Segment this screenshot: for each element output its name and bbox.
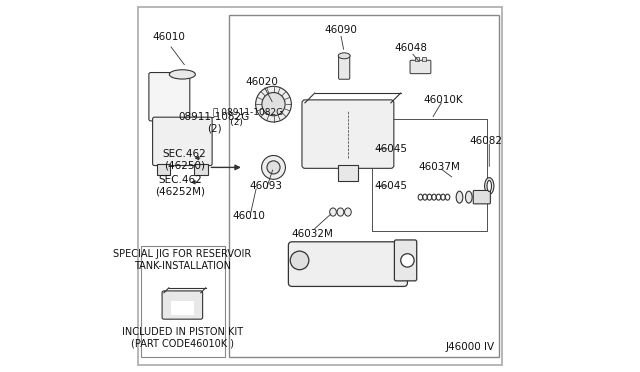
FancyBboxPatch shape [394,240,417,281]
Text: Ⓝ 08911-1082G
      (2): Ⓝ 08911-1082G (2) [213,108,284,127]
Circle shape [401,254,414,267]
Text: 46045: 46045 [374,144,407,154]
Ellipse shape [487,180,492,192]
Text: 46045: 46045 [374,181,407,191]
Ellipse shape [337,208,344,216]
Text: J46000 IV: J46000 IV [445,341,495,352]
Circle shape [262,155,285,179]
Ellipse shape [344,208,351,216]
Circle shape [267,161,280,174]
Bar [422,57,426,61]
Text: 46037M: 46037M [418,163,460,172]
Circle shape [262,93,285,116]
FancyBboxPatch shape [162,291,203,319]
Ellipse shape [170,70,195,79]
Bar [141,246,225,357]
Text: 46010: 46010 [153,32,186,42]
Bar [229,15,499,357]
Ellipse shape [465,191,472,203]
Circle shape [290,251,309,270]
Text: 46082: 46082 [469,137,502,146]
Bar [338,165,358,181]
Bar [415,57,419,61]
FancyBboxPatch shape [410,60,431,74]
FancyBboxPatch shape [289,242,408,286]
Ellipse shape [338,53,350,59]
Text: 46020: 46020 [246,77,279,87]
Text: 46010: 46010 [233,211,266,221]
Text: 46048: 46048 [395,44,428,53]
FancyBboxPatch shape [152,117,212,166]
Text: SEC.462
(46250): SEC.462 (46250) [163,149,206,171]
Text: 46032M: 46032M [292,230,333,239]
Bar [195,164,207,175]
Text: SEC.462
(46252M): SEC.462 (46252M) [156,175,205,197]
Text: 46090: 46090 [324,25,357,35]
Bar [171,301,194,315]
Text: 46010K: 46010K [423,96,463,105]
FancyBboxPatch shape [339,55,349,79]
Ellipse shape [330,208,337,216]
Bar [157,164,170,175]
FancyBboxPatch shape [302,100,394,168]
Circle shape [255,86,291,122]
Ellipse shape [456,191,463,203]
Text: INCLUDED IN PISTON KIT
(PART CODE46010K ): INCLUDED IN PISTON KIT (PART CODE46010K … [122,327,243,349]
FancyBboxPatch shape [149,73,190,121]
Text: 08911-1082G
(2): 08911-1082G (2) [179,112,250,134]
Ellipse shape [484,177,494,195]
FancyBboxPatch shape [473,190,490,204]
Text: 46093: 46093 [250,181,282,191]
Text: SPECIAL JIG FOR RESERVOIR
TANK-INSTALLATION: SPECIAL JIG FOR RESERVOIR TANK-INSTALLAT… [113,249,252,271]
